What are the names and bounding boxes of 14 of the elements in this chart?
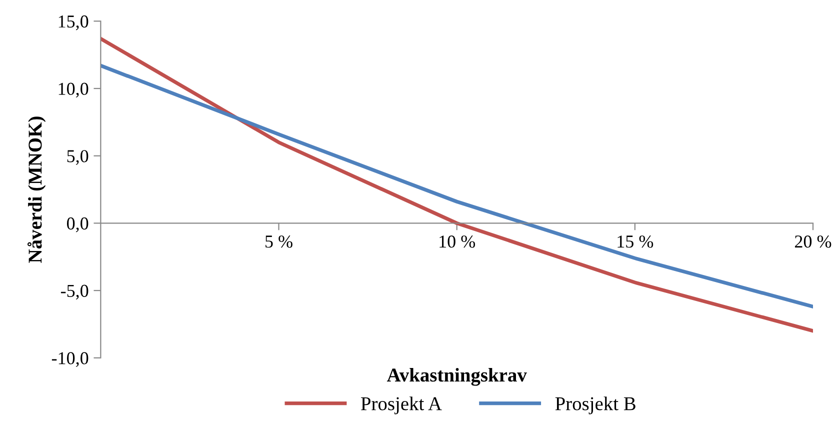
y-axis-title: Nåverdi (MNOK) (27, 116, 46, 263)
y-tick-label: 0,0 (66, 217, 88, 232)
x-tick-label: 5 % (266, 236, 292, 248)
y-tick-label: -5,0 (60, 284, 88, 300)
x-tick-label: 20 % (794, 236, 832, 248)
x-axis-title: Avkastningskrav (386, 368, 527, 386)
y-tick-label: -10,0 (52, 352, 88, 367)
x-tick-label: 15 % (618, 236, 654, 248)
legend-label: Prosjekt A (360, 396, 442, 414)
y-tick-label: 10,0 (58, 82, 88, 98)
x-tick-label: 10 % (440, 236, 476, 248)
y-tick-label: 15,0 (58, 15, 88, 30)
legend-label: Prosjekt B (555, 396, 636, 414)
y-tick-label: 5,0 (67, 150, 88, 165)
